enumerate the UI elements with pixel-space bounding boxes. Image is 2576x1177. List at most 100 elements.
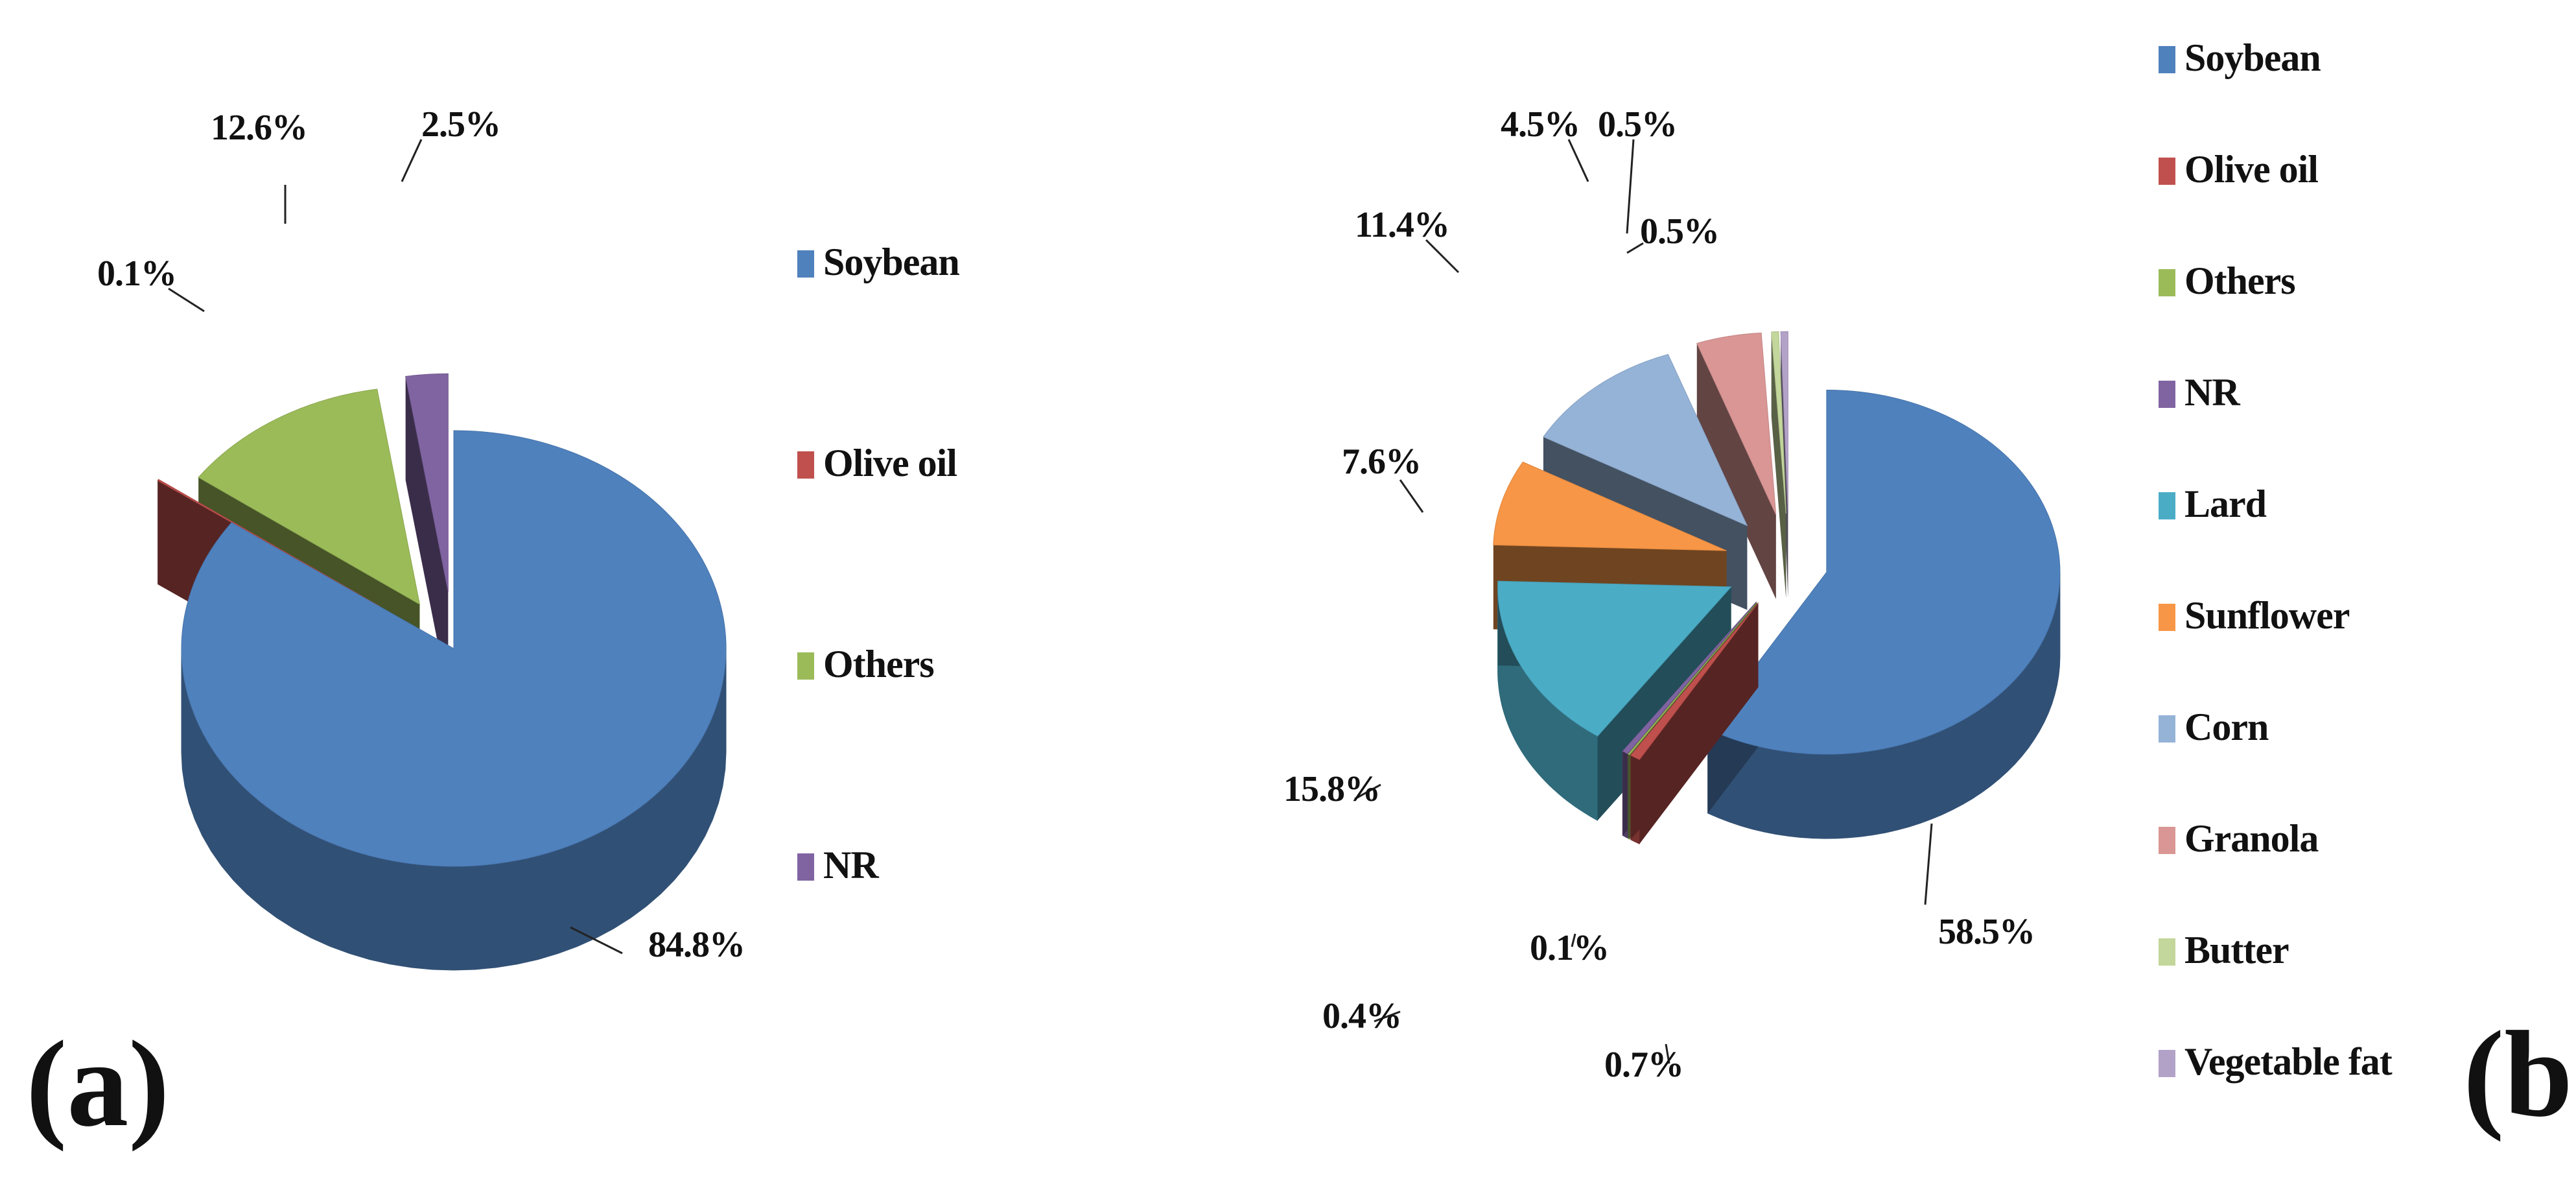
legend-label: Lard <box>2184 482 2267 525</box>
data-label-text: 0.1% <box>97 254 176 294</box>
legend-item-others: Others <box>2159 259 2296 302</box>
legend-item-butter: Butter <box>2159 929 2289 971</box>
slice-cut-face <box>1696 343 1776 599</box>
data-label-others: 0.1% <box>1530 928 1610 968</box>
legend-swatch <box>2159 715 2175 743</box>
legend-swatch <box>797 250 814 278</box>
slice-soybean <box>181 430 727 971</box>
pie-chart-a: 84.8% 0.1% 12.6% 2.5% Soybean Olive oil Others… <box>26 104 960 1152</box>
data-label-nr: 2.5% <box>401 104 501 182</box>
legend-label: Olive oil <box>2184 148 2318 191</box>
slice-top <box>1628 602 1757 755</box>
legend-label: Vegetable fat <box>2184 1040 2393 1083</box>
data-label-text: 7.6% <box>1342 442 1421 482</box>
legend-label: Granola <box>2184 817 2319 860</box>
legend-item-olive-oil: Olive oil <box>797 442 957 484</box>
slice-nr <box>405 373 449 696</box>
data-label-others: 12.6% <box>211 108 308 224</box>
legend-swatch <box>2159 827 2175 854</box>
legend-item-lard: Lard <box>2159 482 2267 525</box>
panel-label: (a) <box>26 1016 170 1152</box>
slice-top <box>198 388 421 605</box>
legend-swatch <box>2159 604 2175 631</box>
leader-line <box>1626 139 1635 234</box>
leader-line <box>1374 1010 1401 1023</box>
slice-cut-face <box>1771 331 1786 599</box>
legend-label: Soybean <box>823 241 959 283</box>
legend-label: NR <box>2184 371 2240 414</box>
slice-top <box>405 373 449 592</box>
data-label-text: 2.5% <box>421 104 500 145</box>
legend-swatch <box>2159 381 2175 408</box>
leader-line <box>168 287 205 313</box>
legend-item-soybean: Soybean <box>2159 36 2321 79</box>
data-label-text: 84.8% <box>648 925 745 965</box>
data-label-corn: 11.4% <box>1355 205 1460 274</box>
slice-soybean <box>1707 390 2061 839</box>
legend-swatch <box>2159 1050 2175 1077</box>
slice-top <box>1707 390 2061 755</box>
data-label-text: 15.8% <box>1283 769 1380 809</box>
slice-top <box>1630 602 1759 760</box>
legend-item-corn: Corn <box>2159 706 2269 748</box>
slice-top <box>1622 601 1757 754</box>
slice-top <box>1696 332 1777 515</box>
legend-item-vegetable-fat: Vegetable fat <box>2159 1040 2393 1083</box>
leader-line <box>1571 933 1576 947</box>
legend-label: NR <box>823 844 879 886</box>
legend-item-nr: NR <box>797 844 880 886</box>
slice-top <box>1771 331 1786 514</box>
legend-label: Others <box>823 643 934 685</box>
data-label-text: 58.5% <box>1938 912 2035 952</box>
leader-line <box>1626 242 1644 254</box>
slice-butter <box>1771 331 1786 599</box>
legend-item-soybean: Soybean <box>797 241 960 283</box>
data-label-granola: 4.5% <box>1501 104 1589 182</box>
data-label-text: 12.6% <box>211 108 307 148</box>
data-label-butter: 0.5% <box>1598 104 1678 234</box>
legend-item-nr: NR <box>2159 371 2241 414</box>
legend-swatch <box>2159 492 2175 519</box>
slice-top <box>157 479 381 607</box>
slice-cut-face <box>1781 331 1788 599</box>
slice-cut-face <box>405 376 449 696</box>
leader-line <box>1354 783 1381 800</box>
legend-label: Others <box>2184 259 2295 302</box>
data-label-text: 0.7% <box>1604 1045 1683 1085</box>
slice-top <box>1497 580 1732 737</box>
slice-olive-oil <box>1630 602 1759 844</box>
leader-line <box>1924 823 1933 905</box>
legend-label: Sunflower <box>2184 594 2350 637</box>
slice-top <box>1493 461 1727 551</box>
leader-line <box>1567 139 1589 182</box>
leader-line <box>1399 479 1424 513</box>
data-label-sunflower: 7.6% <box>1342 442 1424 513</box>
slice-vegetable-fat <box>1780 331 1788 599</box>
legend-item-granola: Granola <box>2159 817 2319 860</box>
data-label-text: 0.4% <box>1322 996 1401 1036</box>
legend-swatch <box>797 451 814 479</box>
legend-swatch <box>2159 938 2175 966</box>
legend-label: Corn <box>2184 706 2269 748</box>
data-label-text: 0.1% <box>1530 928 1609 968</box>
data-label-nr: 0.4% <box>1322 996 1402 1036</box>
data-label-text: 11.4% <box>1355 205 1449 245</box>
pie-chart-b: 58.5% 0.7% 0.1% 0.4% 15.8% 7.6% 11.4% 4.5% 0.5% 0… <box>1283 36 2576 1143</box>
data-label-vegetable-fat: 0.5% <box>1626 211 1720 254</box>
legend-item-sunflower: Sunflower <box>2159 594 2350 637</box>
slice-cut-face <box>1630 602 1759 840</box>
leader-line <box>1425 239 1460 274</box>
legend-swatch <box>797 652 814 680</box>
legend-label: Soybean <box>2184 36 2321 79</box>
slice-top <box>1543 353 1748 527</box>
legend-item-olive-oil: Olive oil <box>2159 148 2319 191</box>
slice-top <box>181 430 727 867</box>
leader-line <box>1665 1043 1670 1064</box>
legend-label: Olive oil <box>823 442 957 484</box>
slice-top <box>1780 331 1788 514</box>
legend-swatch <box>2159 46 2175 73</box>
data-label-text: 0.5% <box>1640 211 1719 252</box>
data-label-olive-oil: 0.7% <box>1604 1043 1684 1085</box>
legend-item-others: Others <box>797 643 935 685</box>
